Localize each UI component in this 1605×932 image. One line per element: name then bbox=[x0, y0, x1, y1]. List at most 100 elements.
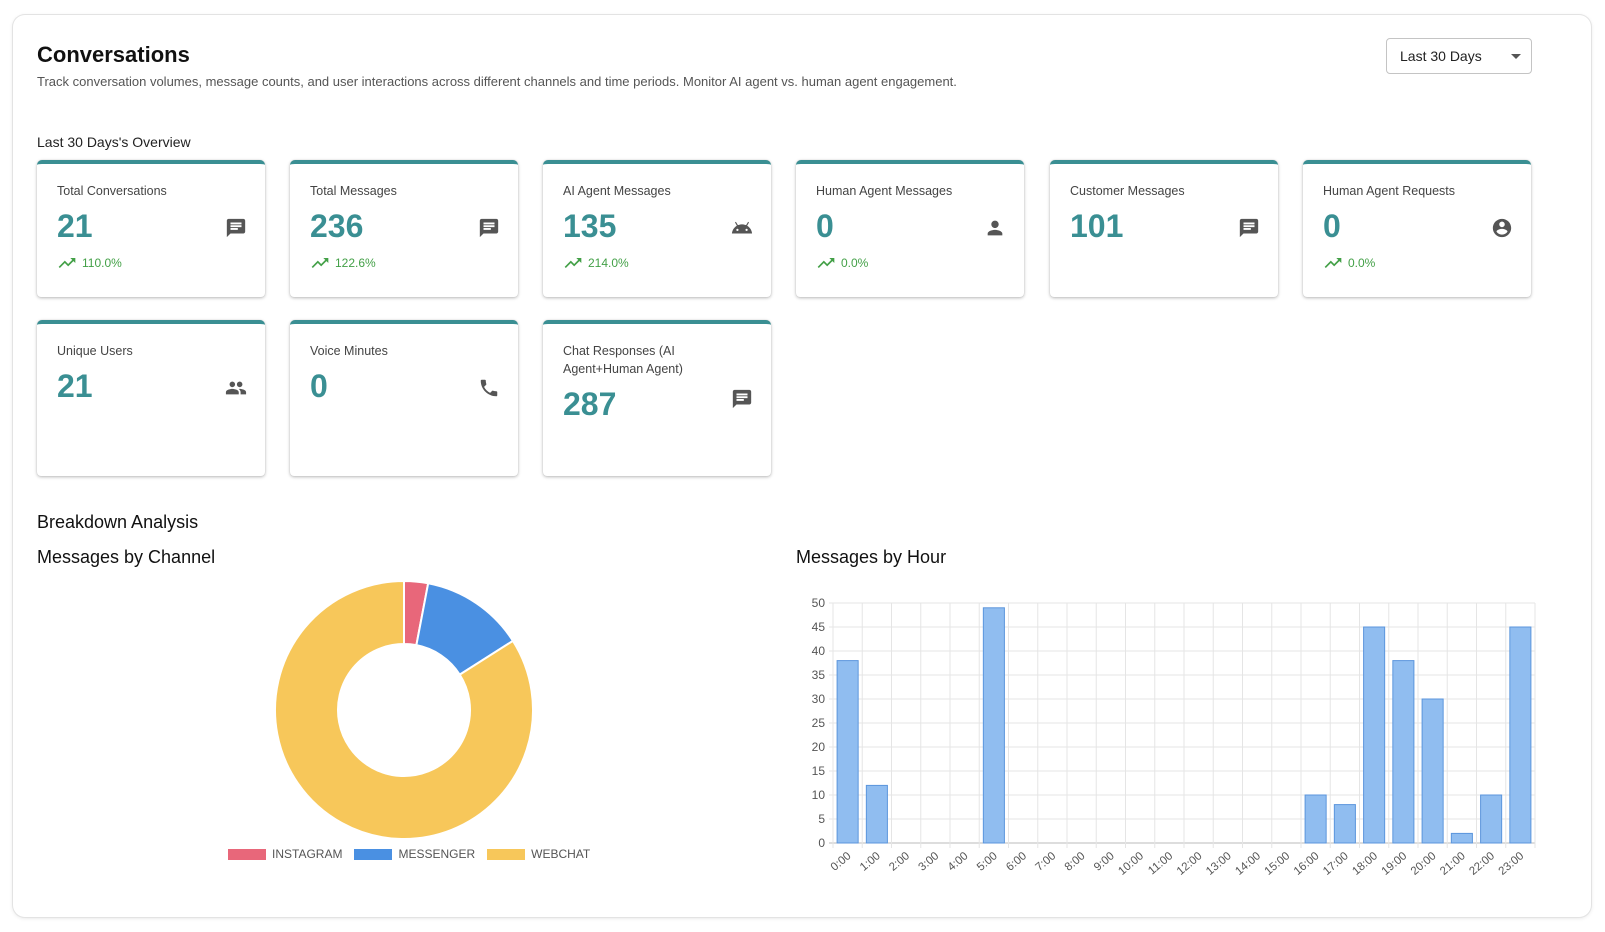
page-title: Conversations bbox=[37, 42, 190, 67]
bar-hour-17[interactable] bbox=[1333, 804, 1356, 844]
card-unique-users: Unique Users 21 bbox=[37, 320, 265, 476]
card-total-messages: Total Messages 236 122.6% bbox=[290, 160, 518, 297]
legend-swatch bbox=[228, 848, 266, 860]
legend-item-messenger[interactable]: MESSENGER bbox=[354, 847, 475, 861]
x-tick-label: 15:00 bbox=[1263, 850, 1293, 878]
card-label: Total Messages bbox=[310, 184, 397, 198]
card-value: 0 bbox=[310, 368, 328, 404]
bar-hour-22[interactable] bbox=[1480, 794, 1503, 844]
chevron-down-icon bbox=[1511, 54, 1521, 59]
bar-hour-1[interactable] bbox=[865, 784, 888, 844]
page-subtitle: Track conversation volumes, message coun… bbox=[37, 74, 957, 89]
x-tick-label: 20:00 bbox=[1409, 850, 1439, 878]
x-tick-label: 0:00 bbox=[829, 850, 854, 874]
donut-slice-webchat[interactable] bbox=[274, 579, 534, 840]
card-value: 0 bbox=[816, 208, 834, 244]
card-value: 101 bbox=[1070, 208, 1124, 244]
card-value: 21 bbox=[57, 368, 93, 404]
x-tick-label: 10:00 bbox=[1116, 850, 1146, 878]
trend-value: 122.6% bbox=[335, 256, 376, 270]
trend-value: 110.0% bbox=[82, 256, 122, 270]
trending-up-icon bbox=[564, 258, 582, 268]
card-value: 135 bbox=[563, 208, 617, 244]
y-tick-label: 50 bbox=[812, 596, 826, 610]
x-tick-label: 22:00 bbox=[1467, 850, 1497, 878]
trend-indicator: 0.0% bbox=[1323, 256, 1375, 270]
chat-icon bbox=[479, 218, 499, 238]
x-tick-label: 2:00 bbox=[887, 850, 912, 874]
card-label: Unique Users bbox=[57, 344, 133, 358]
date-range-select[interactable]: Last 30 Days bbox=[1386, 38, 1532, 74]
legend-item-instagram[interactable]: INSTAGRAM bbox=[228, 847, 342, 861]
chat-icon bbox=[226, 218, 246, 238]
overview-label: Last 30 Days's Overview bbox=[37, 134, 191, 150]
y-tick-label: 40 bbox=[812, 644, 826, 658]
card-value: 287 bbox=[563, 386, 617, 422]
y-tick-label: 35 bbox=[812, 668, 826, 682]
trend-indicator: 110.0% bbox=[57, 256, 122, 270]
card-value: 236 bbox=[310, 208, 364, 244]
legend-swatch bbox=[487, 848, 526, 860]
android-icon bbox=[731, 221, 753, 234]
card-voice-minutes: Voice Minutes 0 bbox=[290, 320, 518, 476]
card-value: 0 bbox=[1323, 208, 1341, 244]
bar-hour-5[interactable] bbox=[982, 607, 1005, 844]
card-total-conversations: Total Conversations 21 110.0% bbox=[37, 160, 265, 297]
chart-grid bbox=[829, 602, 1536, 848]
trend-value: 214.0% bbox=[588, 256, 629, 270]
breakdown-title: Breakdown Analysis bbox=[37, 512, 199, 532]
card-label: Human Agent Messages bbox=[816, 184, 953, 198]
trend-value: 0.0% bbox=[841, 256, 869, 270]
bar-hour-21[interactable] bbox=[1450, 832, 1473, 844]
chat-icon bbox=[732, 389, 752, 409]
x-tick-label: 9:00 bbox=[1092, 850, 1117, 874]
x-tick-label: 11:00 bbox=[1146, 850, 1175, 877]
hour-bar-chart: 0 5 10 15 20 25 30 35 40 45 50 0:00 1:00 2:00 3:00 4:00… bbox=[812, 596, 1536, 878]
card-customer-messages: Customer Messages 101 bbox=[1050, 160, 1278, 297]
x-tick-label: 18:00 bbox=[1350, 850, 1380, 878]
bar-hour-16[interactable] bbox=[1304, 794, 1327, 844]
trend-indicator: 122.6% bbox=[310, 256, 376, 270]
bar-hour-20[interactable] bbox=[1421, 698, 1444, 844]
trending-up-icon bbox=[311, 258, 329, 268]
legend-swatch bbox=[354, 848, 393, 860]
channel-donut-chart bbox=[274, 579, 534, 840]
card-ai-agent-messages: AI Agent Messages 135 214.0% bbox=[543, 160, 771, 297]
bar-hour-23[interactable] bbox=[1509, 626, 1532, 844]
x-tick-label: 1:00 bbox=[858, 850, 883, 874]
x-tick-label: 14:00 bbox=[1233, 850, 1263, 878]
bar-hour-0[interactable] bbox=[836, 660, 859, 844]
x-tick-label: 16:00 bbox=[1292, 850, 1322, 878]
y-tick-label: 30 bbox=[812, 692, 826, 706]
legend-label: INSTAGRAM bbox=[272, 847, 343, 861]
y-tick-label: 10 bbox=[812, 788, 826, 802]
x-tick-label: 5:00 bbox=[975, 850, 1000, 874]
x-tick-label: 17:00 bbox=[1321, 850, 1351, 878]
x-tick-label: 3:00 bbox=[916, 850, 941, 874]
bar-hour-18[interactable] bbox=[1363, 626, 1386, 844]
phone-icon bbox=[480, 379, 498, 397]
legend-item-webchat[interactable]: WEBCHAT bbox=[487, 847, 590, 861]
card-chat-responses: Chat Responses (AI Agent+Human Agent) 28… bbox=[543, 320, 771, 476]
date-range-value: Last 30 Days bbox=[1400, 48, 1482, 64]
card-label: Total Conversations bbox=[57, 184, 167, 198]
bar-hour-19[interactable] bbox=[1392, 660, 1415, 844]
channel-legend: INSTAGRAM MESSENGER WEBCHAT bbox=[228, 847, 590, 861]
card-label: Voice Minutes bbox=[310, 344, 388, 358]
chat-icon bbox=[1239, 218, 1259, 238]
y-tick-label: 45 bbox=[812, 620, 826, 634]
card-label: Human Agent Requests bbox=[1323, 184, 1456, 198]
x-tick-label: 21:00 bbox=[1438, 850, 1468, 878]
card-human-agent-messages: Human Agent Messages 0 0.0% bbox=[796, 160, 1024, 297]
card-label: Chat Responses (AI Agent+Human Agent) bbox=[563, 344, 683, 376]
x-tick-label: 4:00 bbox=[946, 850, 971, 874]
trending-up-icon bbox=[1324, 258, 1342, 268]
conversations-panel: Conversations Track conversation volumes… bbox=[13, 15, 1591, 917]
card-label: AI Agent Messages bbox=[563, 184, 671, 198]
trending-up-icon bbox=[58, 258, 76, 268]
y-tick-label: 20 bbox=[812, 740, 826, 754]
hour-chart-title: Messages by Hour bbox=[796, 547, 947, 567]
card-human-agent-requests: Human Agent Requests 0 0.0% bbox=[1303, 160, 1531, 297]
y-tick-label: 5 bbox=[818, 812, 825, 826]
x-tick-label: 13:00 bbox=[1204, 850, 1234, 878]
